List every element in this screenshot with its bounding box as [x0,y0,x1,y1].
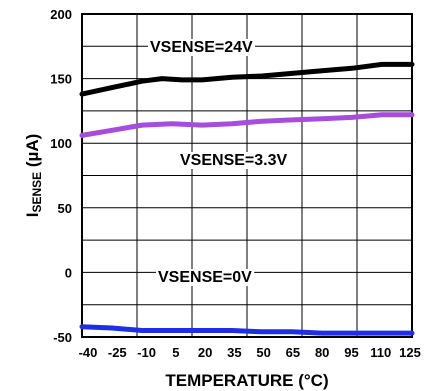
y-axis-title: ISENSE (µA) [23,134,44,218]
series-label-background [156,269,255,286]
y-tick-label: 50 [58,201,72,216]
series-label-background [148,39,256,56]
x-axis-title: TEMPERATURE (°C) [165,371,328,390]
x-tick-labels: -40 -25 -10 5 20 35 50 65 80 95 110 125 [79,345,421,360]
x-tick-label: 5 [172,345,179,360]
series-line-0 [79,61,415,97]
x-tick-label: 35 [227,345,241,360]
gridlines [82,14,412,337]
y-axis-title-unit: (µA) [23,134,42,172]
series-label-24v: VSENSE=24V [150,39,253,56]
x-tick-label: -40 [79,345,98,360]
plot-frame [81,13,413,338]
x-tick-label: 110 [370,345,391,360]
x-tick-label: 80 [315,345,329,360]
x-tick-label: 65 [286,345,300,360]
y-axis-title-main: I [23,213,42,218]
y-tick-label: 100 [50,136,72,151]
series-lines [79,61,415,336]
series-label-background [178,152,290,169]
x-tick-label: -10 [137,345,156,360]
x-tick-label: -25 [108,345,127,360]
x-tick-label: 50 [256,345,270,360]
series-line-1 [79,112,415,138]
y-tick-label: -50 [53,330,72,345]
y-tick-label: 0 [65,265,72,280]
series-label-backgrounds [148,39,290,286]
y-tick-label: 200 [50,7,72,22]
series-label-3v3: VSENSE=3.3V [180,152,288,169]
y-tick-label: 150 [50,72,72,87]
series-line-2 [79,324,415,336]
x-tick-label: 20 [198,345,212,360]
x-tick-label: 125 [399,345,421,360]
y-axis-title-subscript: SENSE [30,172,44,213]
series-label-0v: VSENSE=0V [158,269,252,286]
y-tick-labels: -50 0 50 100 150 200 [50,7,72,345]
x-tick-label: 95 [344,345,358,360]
